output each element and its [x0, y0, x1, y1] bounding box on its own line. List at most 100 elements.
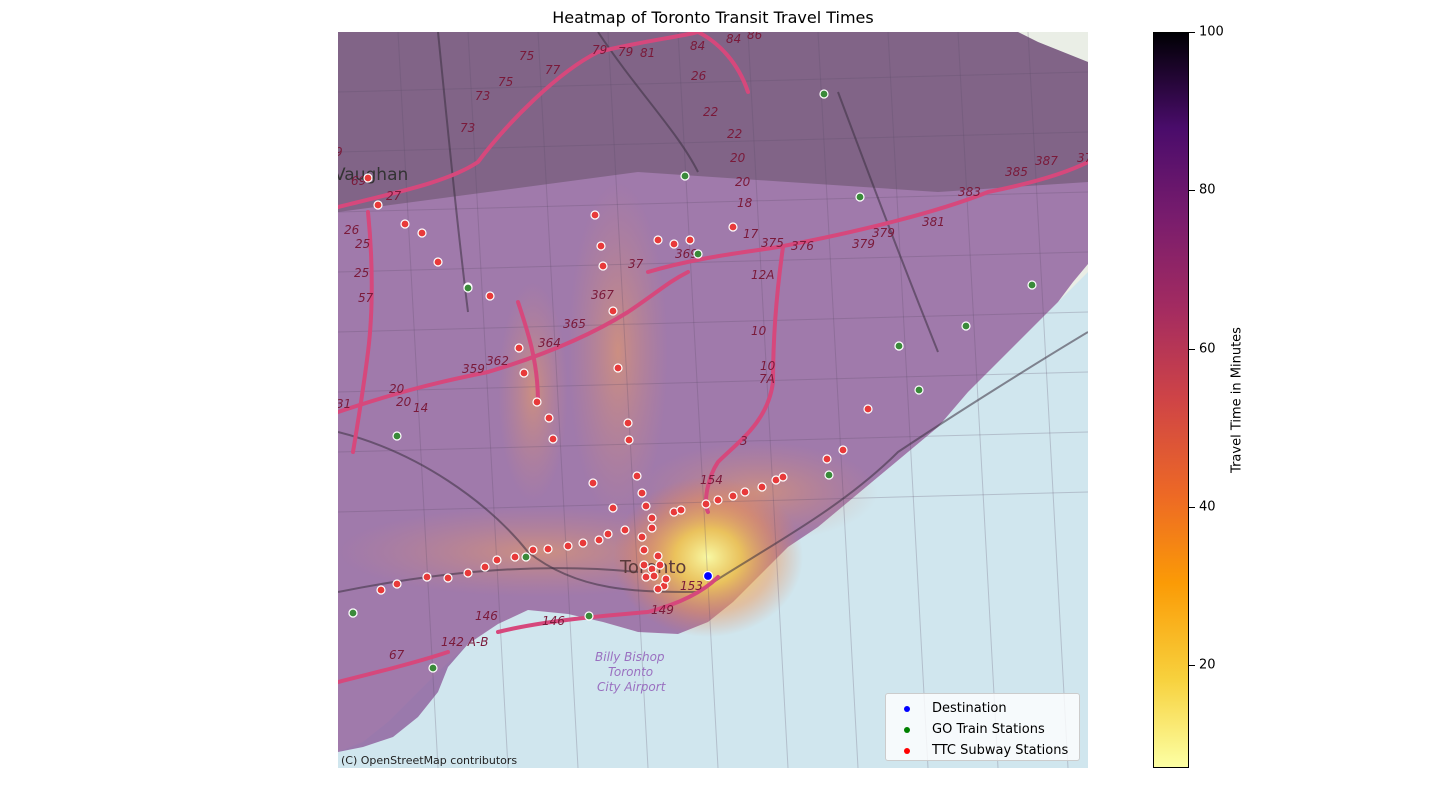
legend-item-go: GO Train Stations	[894, 719, 1071, 740]
ttc-station-marker	[532, 397, 542, 407]
route-label: 73	[475, 89, 490, 103]
route-label: 20	[735, 175, 751, 189]
ttc-station-marker	[373, 200, 383, 210]
attribution: (C) OpenStreetMap contributors	[341, 754, 518, 767]
ttc-station-marker	[578, 538, 588, 548]
colorbar	[1153, 32, 1189, 768]
colorbar-tick-100	[1189, 32, 1195, 33]
ttc-station-marker	[647, 513, 657, 523]
go-station-marker	[894, 341, 904, 351]
route-label: 22	[703, 105, 718, 119]
airport-label-3: City Airport	[597, 680, 667, 694]
route-label: 86	[747, 32, 763, 42]
go-station-marker	[680, 171, 690, 181]
map-canvas[interactable]: Toronto Vaughan Billy Bishop Toronto Cit…	[338, 32, 1088, 768]
route-label: 25	[354, 266, 369, 280]
go-station-marker	[824, 470, 834, 480]
go-station-marker	[1027, 280, 1037, 290]
ttc-station-marker	[548, 434, 558, 444]
legend-item-ttc: TTC Subway Stations	[894, 740, 1071, 761]
street-grid	[338, 32, 1088, 768]
ttc-station-marker	[594, 535, 604, 545]
go-station-marker	[961, 321, 971, 331]
ttc-station-marker	[514, 343, 524, 353]
ttc-station-marker	[590, 210, 600, 220]
ttc-station-marker	[433, 257, 443, 267]
heat-warm-yonge	[568, 182, 668, 522]
ttc-station-marker	[376, 585, 386, 595]
route-label: 14	[413, 401, 428, 415]
colorbar-tick-40	[1189, 507, 1195, 508]
airport-label-2: Toronto	[608, 665, 653, 679]
ttc-station-marker	[596, 241, 606, 251]
ttc-station-marker	[863, 404, 873, 414]
route-label: 146	[475, 609, 498, 623]
ttc-station-marker	[641, 572, 651, 582]
route-label: 371	[1077, 151, 1088, 165]
ttc-station-marker	[637, 488, 647, 498]
route-label: 379	[872, 226, 895, 240]
route-label: 364	[538, 336, 561, 350]
route-label: 26	[691, 69, 707, 83]
ttc-station-marker	[422, 572, 432, 582]
ttc-station-marker	[485, 291, 495, 301]
ttc-station-marker	[641, 501, 651, 511]
ttc-station-marker	[676, 505, 686, 515]
ttc-station-marker	[588, 478, 598, 488]
heat-hot-downtown	[613, 477, 803, 637]
ttc-station-marker	[639, 560, 649, 570]
stations-layer	[348, 89, 1037, 673]
colorbar-label: Travel Time in Minutes	[1229, 327, 1245, 473]
colorbar-tick-label-80: 80	[1199, 182, 1216, 198]
route-label: 69	[351, 174, 366, 188]
legend-item-destination: Destination	[894, 698, 1071, 719]
colorbar-tick-label-60: 60	[1199, 341, 1216, 357]
map-title: Heatmap of Toronto Transit Travel Times	[552, 8, 874, 27]
route-label: 383	[958, 185, 981, 199]
ttc-station-marker	[649, 571, 659, 581]
ttc-station-marker	[624, 435, 634, 445]
ttc-station-marker	[603, 529, 613, 539]
legend-label-go: GO Train Stations	[932, 722, 1045, 737]
route-label: 362	[486, 354, 509, 368]
ttc-station-marker	[669, 239, 679, 249]
legend-marker-destination	[904, 705, 910, 712]
vaughan-label: Vaughan	[338, 165, 408, 185]
route-label: 3	[740, 434, 748, 448]
ttc-station-marker	[778, 472, 788, 482]
go-station-marker	[392, 431, 402, 441]
ttc-station-marker	[417, 228, 427, 238]
ttc-station-marker	[363, 173, 373, 183]
go-station-marker	[855, 192, 865, 202]
go-station-marker	[521, 552, 531, 562]
route-label: 154	[700, 473, 723, 487]
ttc-station-marker	[608, 503, 618, 513]
route-label: 18	[737, 196, 753, 210]
route-label: 20	[396, 395, 412, 409]
ttc-station-marker	[463, 568, 473, 578]
ttc-station-marker	[838, 445, 848, 455]
colorbar-tick-20	[1189, 665, 1195, 666]
rail-lines	[338, 32, 1088, 593]
go-station-marker	[693, 249, 703, 259]
legend-label-ttc: TTC Subway Stations	[932, 743, 1069, 758]
route-label: 379	[852, 237, 875, 251]
heat-warm-spadina	[498, 282, 568, 502]
route-label: 10	[751, 324, 767, 338]
go-station-marker	[584, 611, 594, 621]
ttc-station-marker	[637, 532, 647, 542]
map-text: Toronto Vaughan Billy Bishop Toronto Cit…	[338, 32, 1088, 694]
colorbar-tick-60	[1189, 349, 1195, 350]
route-label: 7A	[759, 372, 775, 386]
ttc-station-marker	[544, 413, 554, 423]
ttc-station-marker	[620, 525, 630, 535]
route-label: 31	[338, 397, 351, 411]
ttc-station-marker	[510, 552, 520, 562]
colorbar-tick-label-20: 20	[1199, 657, 1216, 673]
route-label: 17	[743, 227, 759, 241]
route-label: 376	[791, 239, 814, 253]
route-label: 75	[519, 49, 534, 63]
route-label: 20	[389, 382, 405, 396]
heatmap-map[interactable]: Toronto Vaughan Billy Bishop Toronto Cit…	[338, 32, 1088, 768]
route-label: 84	[726, 32, 741, 46]
